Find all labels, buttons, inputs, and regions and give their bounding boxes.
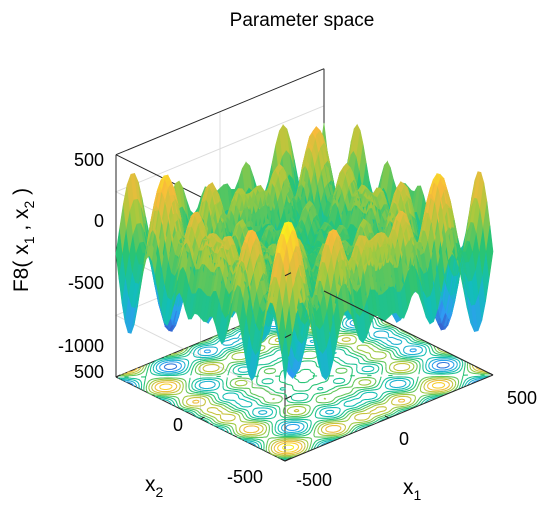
- x-axis-label: x1: [403, 476, 422, 503]
- y-tick-mark: [200, 416, 205, 420]
- y-tick-mark: [115, 374, 121, 378]
- z-tick-mark: [284, 334, 292, 338]
- z-tick-label: 0: [94, 211, 104, 231]
- axes-edge: [115, 68, 325, 156]
- axes-front-edges: [115, 272, 494, 462]
- surface-patch: [485, 225, 494, 278]
- z-axis-label: F8( x1 , x2 ): [10, 188, 37, 292]
- contour-line: [282, 444, 295, 451]
- x-tick-label: 500: [507, 388, 537, 408]
- z-tick-mark: [284, 395, 292, 400]
- z-tick-label: -1000: [58, 336, 104, 356]
- y-tick-mark: [284, 458, 290, 462]
- y-tick-label: 500: [74, 362, 104, 382]
- x-tick-mark: [280, 458, 286, 462]
- x-tick-label: 0: [399, 429, 409, 449]
- contour-line: [159, 382, 446, 453]
- z-tick-label: -500: [68, 273, 104, 293]
- y-axis-label: x2: [145, 473, 164, 500]
- chart-title: Parameter space: [230, 10, 375, 31]
- surface-mesh: [115, 122, 494, 383]
- z-tick-mark: [284, 272, 292, 277]
- y-tick-label: 0: [173, 415, 183, 435]
- x-tick-mark: [488, 372, 494, 376]
- axes-edge: [323, 290, 494, 376]
- y-tick-label: -500: [227, 467, 263, 487]
- x-tick-mark: [384, 415, 390, 419]
- x-tick-label: -500: [296, 470, 332, 490]
- z-tick-label: 500: [74, 150, 104, 170]
